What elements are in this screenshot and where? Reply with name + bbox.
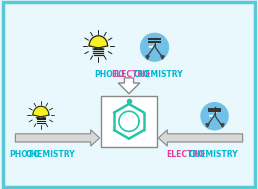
Circle shape [141,33,168,61]
Polygon shape [118,78,140,94]
Text: CHEMISTRY: CHEMISTRY [134,70,183,79]
Circle shape [143,36,166,59]
Text: CHEMISTRY: CHEMISTRY [25,150,75,159]
Circle shape [203,105,226,128]
FancyBboxPatch shape [101,96,157,147]
Polygon shape [89,36,108,49]
Text: ELECTRO: ELECTRO [166,150,205,159]
Text: CHEMISTRY: CHEMISTRY [189,150,239,159]
Text: PHOTO: PHOTO [9,150,39,159]
Polygon shape [15,130,100,146]
Polygon shape [33,106,49,118]
Text: ELECTRO: ELECTRO [111,70,150,79]
Circle shape [201,103,228,130]
Text: PHOTO: PHOTO [95,70,125,79]
Polygon shape [158,130,243,146]
